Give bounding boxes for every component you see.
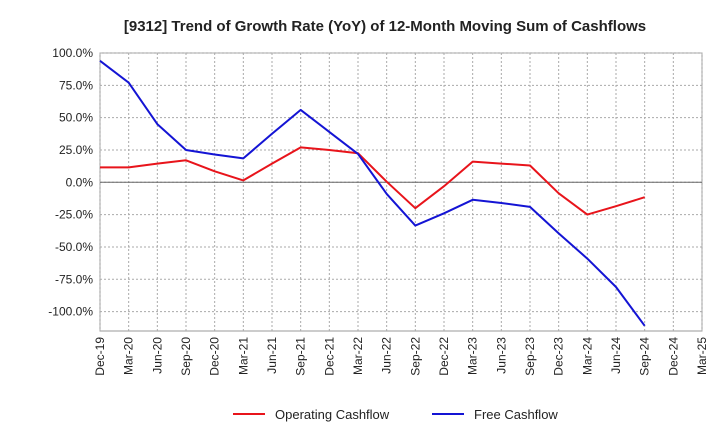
y-tick-label: 100.0% (52, 46, 93, 60)
series-line-operating-cashflow (100, 146, 645, 216)
legend-label: Operating Cashflow (275, 407, 390, 422)
legend-label: Free Cashflow (474, 407, 558, 422)
series-line-free-cashflow (99, 60, 646, 327)
x-tick-label: Mar-21 (236, 337, 250, 375)
x-tick-label: Mar-23 (466, 337, 480, 375)
x-tick-label: Dec-20 (208, 337, 222, 376)
legend: Operating Cashflow Free Cashflow (233, 407, 558, 422)
x-tick-label: Jun-23 (494, 337, 508, 374)
y-tick-label: -100.0% (48, 305, 93, 319)
x-tick-label: Jun-20 (150, 337, 164, 374)
y-tick-label: 50.0% (59, 111, 93, 125)
x-tick-label: Dec-23 (552, 337, 566, 376)
x-axis: Dec-19 Mar-20 Jun-20 Sep-20 Dec-20 Mar-21 Jun-… (93, 337, 709, 376)
x-tick-label: Sep-24 (638, 337, 652, 376)
x-tick-label: Dec-21 (322, 337, 336, 376)
y-tick-label: 25.0% (59, 143, 93, 157)
x-tick-label: Jun-22 (380, 337, 394, 374)
x-tick-label: Sep-20 (179, 337, 193, 376)
x-tick-label: Jun-21 (265, 337, 279, 374)
x-tick-label: Sep-23 (523, 337, 537, 376)
plot-frame (99, 52, 703, 332)
y-axis: 100.0% 75.0% 50.0% 25.0% 0.0% -25.0% -50.0% -75… (48, 46, 93, 319)
x-tick-label: Mar-25 (695, 337, 709, 375)
y-tick-label: 0.0% (66, 175, 94, 189)
x-tick-label: Mar-24 (580, 337, 594, 375)
y-tick-label: -50.0% (55, 240, 93, 254)
x-tick-label: Dec-22 (437, 337, 451, 376)
x-tick-label: Dec-19 (93, 337, 107, 376)
x-tick-label: Jun-24 (609, 337, 623, 374)
x-tick-label: Mar-20 (122, 337, 136, 375)
chart-title: [9312] Trend of Growth Rate (YoY) of 12-… (124, 18, 646, 35)
series-lines (99, 60, 646, 327)
y-tick-label: -25.0% (55, 208, 93, 222)
x-tick-label: Sep-21 (294, 337, 308, 376)
plot-area (99, 52, 703, 332)
x-tick-label: Mar-22 (351, 337, 365, 375)
grid-lines (99, 52, 703, 331)
y-tick-label: -75.0% (55, 272, 93, 286)
x-tick-label: Dec-24 (666, 337, 680, 376)
y-tick-label: 75.0% (59, 78, 93, 92)
x-tick-label: Sep-22 (408, 337, 422, 376)
